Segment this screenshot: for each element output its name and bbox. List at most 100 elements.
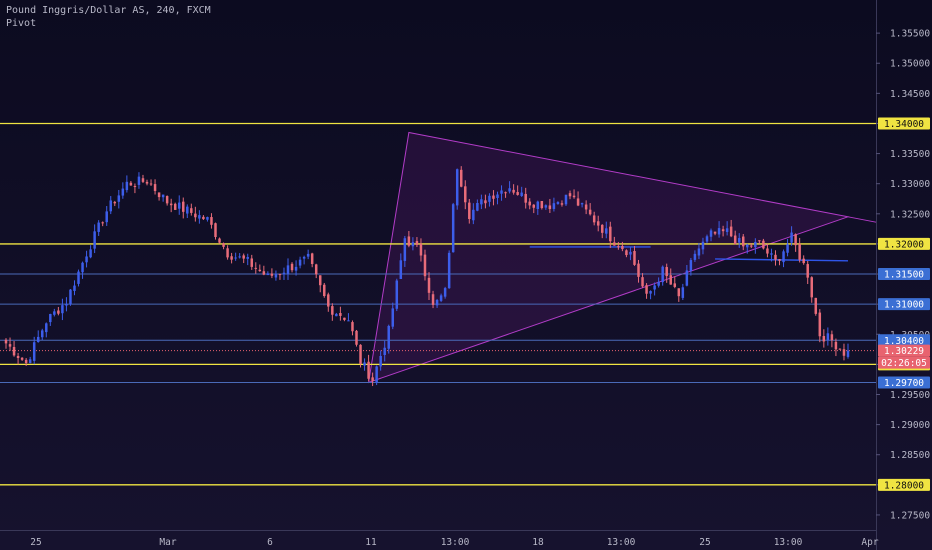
candle-body	[117, 195, 121, 202]
candle-body	[733, 235, 737, 245]
blue-level-tag: 1.30400	[884, 336, 924, 347]
candle-body	[278, 273, 282, 275]
candle-body	[105, 211, 108, 223]
candle-body	[512, 189, 515, 193]
candle-body	[20, 357, 24, 360]
candle-body	[846, 350, 850, 357]
candle-body	[814, 297, 818, 314]
candle-body	[226, 248, 229, 258]
candle-body	[12, 346, 16, 356]
candle-body	[222, 243, 225, 247]
candle-body	[355, 330, 358, 345]
candle-body	[681, 287, 685, 298]
candle-body	[830, 334, 834, 341]
candle-body	[782, 251, 785, 263]
candle-body	[532, 204, 536, 208]
candle-body	[286, 265, 290, 275]
candle-body	[149, 183, 153, 185]
candle-body	[32, 342, 36, 361]
candle-body	[169, 203, 173, 206]
candle-body	[701, 241, 705, 250]
candle-body	[439, 295, 443, 301]
candle-body	[254, 267, 258, 269]
candle-body	[653, 285, 656, 290]
x-tick-label: 6	[267, 537, 273, 548]
candle-body	[693, 253, 697, 260]
candle-body	[77, 271, 80, 284]
candle-body	[617, 246, 620, 248]
blue-level-tag-bg	[878, 376, 930, 389]
candle-body	[818, 312, 822, 337]
candle-body	[125, 181, 129, 191]
candle-body	[613, 242, 616, 246]
candle-body	[524, 193, 527, 203]
candle-body	[798, 243, 801, 260]
indicator-name: Pivot	[6, 18, 37, 29]
candle-body	[544, 205, 548, 208]
candle-body	[101, 222, 104, 224]
yellow-level-tag-bg	[878, 117, 930, 130]
candle-body	[431, 294, 435, 305]
candle-body	[737, 238, 741, 243]
candle-body	[387, 325, 390, 349]
candle-body	[177, 202, 181, 209]
candle-body	[609, 226, 612, 242]
candle-body	[69, 289, 72, 305]
candle-body	[73, 285, 76, 291]
candle-body	[621, 246, 624, 250]
candle-body	[822, 336, 826, 342]
candle-body	[778, 259, 781, 261]
candle-body	[41, 330, 44, 338]
candle-body	[190, 208, 193, 213]
x-tick-label: 25	[699, 537, 710, 548]
candle-body	[709, 230, 713, 237]
candle-body	[762, 240, 765, 249]
candle-body	[36, 336, 40, 343]
candle-body	[339, 312, 342, 316]
x-tick-label: 25	[30, 537, 41, 548]
candle-body	[85, 256, 88, 263]
candle-body	[153, 184, 157, 191]
candle-body	[161, 194, 165, 198]
candle-body	[335, 313, 338, 317]
candle-body	[314, 264, 318, 275]
current-price-tag: 1.30229	[884, 346, 924, 357]
y-tick-label: 1.29000	[890, 420, 930, 431]
candle-body	[310, 253, 314, 264]
candle-body	[206, 217, 209, 220]
candle-body	[629, 251, 632, 255]
candle-body	[298, 259, 302, 266]
candle-body	[65, 304, 68, 306]
candle-body	[133, 186, 137, 188]
candle-body	[588, 209, 592, 215]
yellow-level-tag: 1.28000	[884, 480, 924, 491]
candle-body	[173, 203, 177, 210]
blue-level-tag-bg	[878, 298, 930, 311]
candle-body	[274, 274, 278, 278]
candle-body	[472, 209, 475, 221]
candle-body	[649, 291, 652, 294]
y-tick-label: 1.33500	[890, 149, 930, 160]
candle-body	[427, 277, 431, 293]
x-tick-label: Apr	[861, 537, 878, 548]
candle-body	[802, 258, 805, 264]
candle-body	[423, 254, 427, 277]
candle-body	[758, 240, 761, 242]
candle-body	[770, 253, 773, 255]
candle-body	[600, 224, 604, 233]
y-tick-label: 1.28500	[890, 450, 930, 461]
candle-body	[774, 254, 777, 260]
candle-body	[464, 186, 467, 203]
candle-body	[93, 231, 96, 249]
candle-body	[790, 232, 793, 243]
candle-body	[576, 198, 580, 206]
candle-body	[379, 355, 382, 367]
candle-body	[294, 266, 298, 271]
candle-body	[689, 260, 693, 272]
yellow-level-tag: 1.32000	[884, 239, 924, 250]
candle-body	[435, 299, 439, 306]
candle-body	[61, 305, 64, 314]
y-tick-label: 1.27500	[890, 510, 930, 521]
